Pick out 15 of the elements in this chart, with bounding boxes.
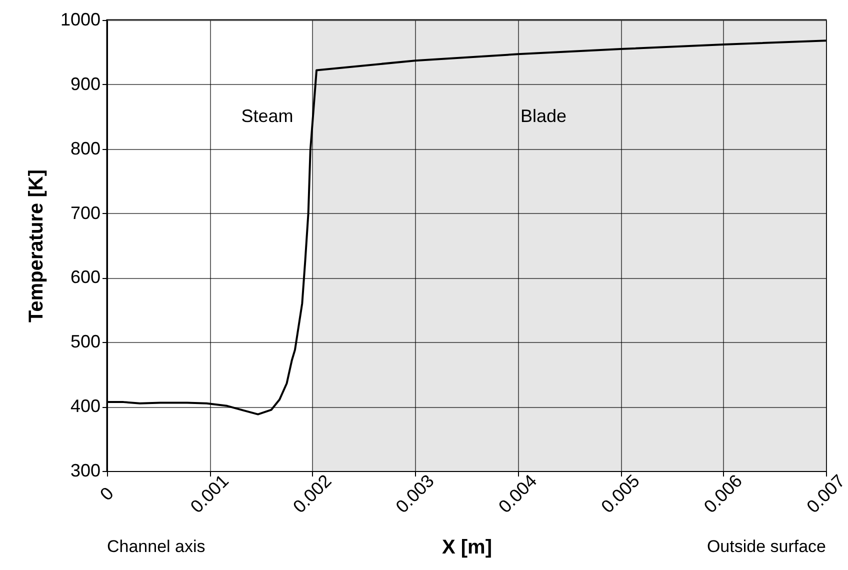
- text: Outside surface: [706, 537, 826, 557]
- y-tick-label: 1000: [60, 10, 100, 30]
- x-axis-title: X [m]: [442, 536, 492, 558]
- y-tick-label: 600: [70, 267, 100, 288]
- band-label: Steam: [241, 106, 294, 126]
- y-tick-label: 500: [70, 332, 100, 352]
- y-tick-label: 900: [70, 74, 100, 94]
- y-tick-label: 400: [70, 396, 100, 416]
- x-tick-label: 0: [96, 483, 118, 504]
- band-label: Blade: [520, 106, 567, 126]
- text: Channel axis: [107, 537, 206, 557]
- y-axis-title: Temperature [K]: [25, 170, 48, 322]
- y-tick-label: 800: [70, 138, 100, 158]
- y-tick-label: 700: [70, 202, 100, 223]
- y-tick-label: 300: [70, 460, 100, 480]
